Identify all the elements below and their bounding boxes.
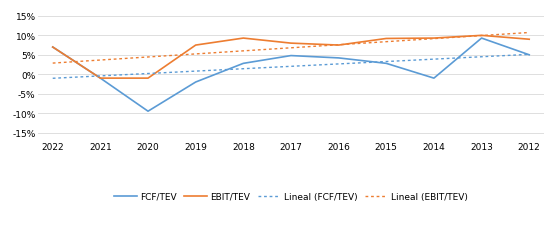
Legend: FCF/TEV, EBIT/TEV, Lineal (FCF/TEV), Lineal (EBIT/TEV): FCF/TEV, EBIT/TEV, Lineal (FCF/TEV), Lin… [111,189,471,205]
